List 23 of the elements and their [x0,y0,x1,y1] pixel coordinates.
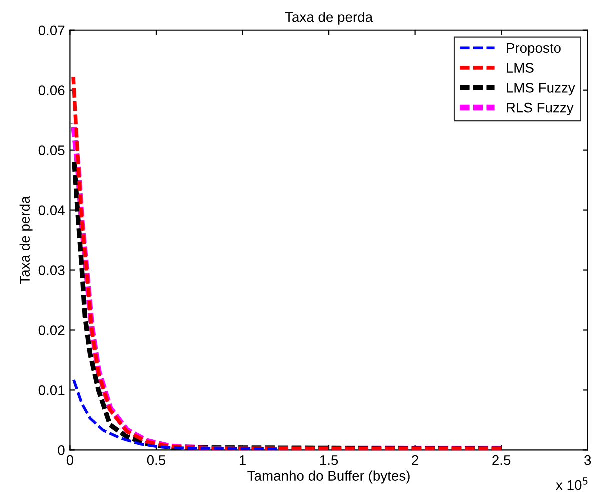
y-tick-label: 0.05 [38,146,65,156]
chart-title: Taxa de perda [285,12,374,25]
y-tick-label: 0.04 [38,206,65,216]
x-tick-label: 2.5 [492,455,511,466]
x-tick-label: 2 [412,455,418,466]
text: x 10$^{5}$ [556,478,588,490]
y-tick-label: 0.03 [38,266,65,276]
x-axis-title: Tamanho do Buffer (bytes) [248,470,410,484]
legend-label: LMS Fuzzy [507,83,576,96]
legend-label: Proposto [507,43,561,56]
x-tick-label: 1 [240,456,246,466]
x-tick-label: 3 [584,455,592,466]
y-axis-title: Taxa de perda [20,196,33,284]
y-tick-label: 0 [58,446,65,456]
y-tick-label: 0.06 [38,86,65,96]
x-tick-label: 1.5 [320,456,338,466]
x-tick-label: 0.5 [147,455,166,466]
legend-label: RLS Fuzzy [507,102,574,116]
y-tick-label: 0.02 [38,326,65,336]
legend-label: LMS [507,63,534,73]
y-tick-label: 0.07 [38,26,65,36]
x-tick-label: 0 [66,455,74,466]
y-tick-label: 0.01 [38,386,65,396]
